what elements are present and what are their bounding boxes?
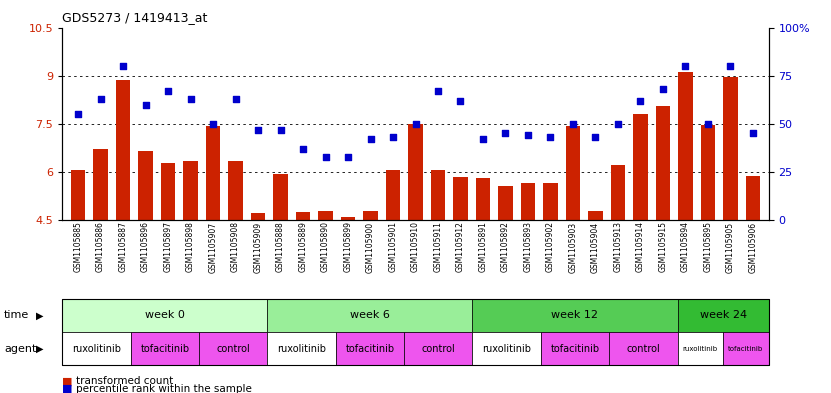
- Bar: [588, 211, 602, 220]
- Point: [543, 134, 557, 140]
- Bar: [475, 178, 490, 220]
- Text: control: control: [421, 344, 455, 354]
- Text: tofacitinib: tofacitinib: [140, 344, 189, 354]
- Bar: [363, 211, 378, 220]
- Bar: [656, 106, 671, 220]
- Bar: [521, 183, 535, 220]
- Bar: [273, 174, 288, 220]
- Bar: [318, 211, 333, 220]
- Point: [589, 134, 602, 140]
- Bar: [206, 127, 220, 220]
- Bar: [745, 176, 760, 220]
- Bar: [611, 165, 625, 220]
- Point: [364, 136, 377, 142]
- Point: [161, 88, 175, 94]
- Text: tofacitinib: tofacitinib: [346, 344, 395, 354]
- Bar: [678, 72, 693, 220]
- Point: [454, 97, 467, 104]
- Bar: [71, 170, 86, 220]
- Point: [94, 95, 107, 102]
- Text: tofacitinib: tofacitinib: [550, 344, 599, 354]
- Text: percentile rank within the sample: percentile rank within the sample: [76, 384, 253, 393]
- Point: [679, 63, 692, 69]
- Bar: [296, 212, 310, 220]
- Point: [229, 95, 242, 102]
- Text: ruxolitinib: ruxolitinib: [277, 344, 326, 354]
- Bar: [498, 186, 513, 220]
- Text: ▶: ▶: [36, 344, 43, 354]
- Point: [274, 127, 288, 133]
- Text: ruxolitinib: ruxolitinib: [72, 344, 121, 354]
- Bar: [453, 177, 468, 220]
- Bar: [430, 170, 445, 220]
- Point: [566, 121, 579, 127]
- Point: [746, 130, 760, 136]
- Point: [499, 130, 512, 136]
- Bar: [386, 170, 401, 220]
- Point: [656, 86, 670, 92]
- Point: [476, 136, 489, 142]
- Point: [724, 63, 737, 69]
- Point: [342, 153, 355, 160]
- Point: [206, 121, 219, 127]
- Text: week 12: week 12: [552, 310, 598, 320]
- Text: time: time: [4, 310, 29, 320]
- Text: week 24: week 24: [700, 310, 747, 320]
- Point: [116, 63, 130, 69]
- Text: ■: ■: [62, 384, 73, 393]
- Text: tofacitinib: tofacitinib: [728, 346, 764, 352]
- Text: agent: agent: [4, 344, 37, 354]
- Point: [521, 132, 534, 138]
- Text: ■: ■: [62, 376, 73, 386]
- Bar: [138, 151, 153, 220]
- Point: [252, 127, 265, 133]
- Bar: [633, 114, 647, 220]
- Bar: [543, 183, 558, 220]
- Bar: [229, 161, 243, 220]
- Text: GDS5273 / 1419413_at: GDS5273 / 1419413_at: [62, 11, 208, 24]
- Text: week 6: week 6: [350, 310, 390, 320]
- Bar: [160, 163, 175, 220]
- Point: [409, 121, 422, 127]
- Text: control: control: [627, 344, 661, 354]
- Bar: [116, 80, 130, 220]
- Bar: [701, 125, 715, 220]
- Point: [612, 121, 625, 127]
- Text: week 0: week 0: [145, 310, 184, 320]
- Point: [71, 111, 85, 117]
- Point: [139, 101, 152, 108]
- Bar: [341, 217, 356, 220]
- Point: [297, 146, 310, 152]
- Text: ruxolitinib: ruxolitinib: [683, 346, 718, 352]
- Point: [184, 95, 197, 102]
- Bar: [251, 213, 265, 220]
- Text: control: control: [216, 344, 250, 354]
- Bar: [93, 149, 108, 220]
- Bar: [566, 127, 580, 220]
- Text: ▶: ▶: [36, 310, 43, 320]
- Point: [701, 121, 715, 127]
- Bar: [408, 125, 423, 220]
- Point: [386, 134, 400, 140]
- Bar: [184, 161, 198, 220]
- Bar: [723, 77, 738, 220]
- Text: ruxolitinib: ruxolitinib: [482, 344, 531, 354]
- Text: transformed count: transformed count: [76, 376, 174, 386]
- Point: [431, 88, 445, 94]
- Point: [319, 153, 332, 160]
- Point: [634, 97, 647, 104]
